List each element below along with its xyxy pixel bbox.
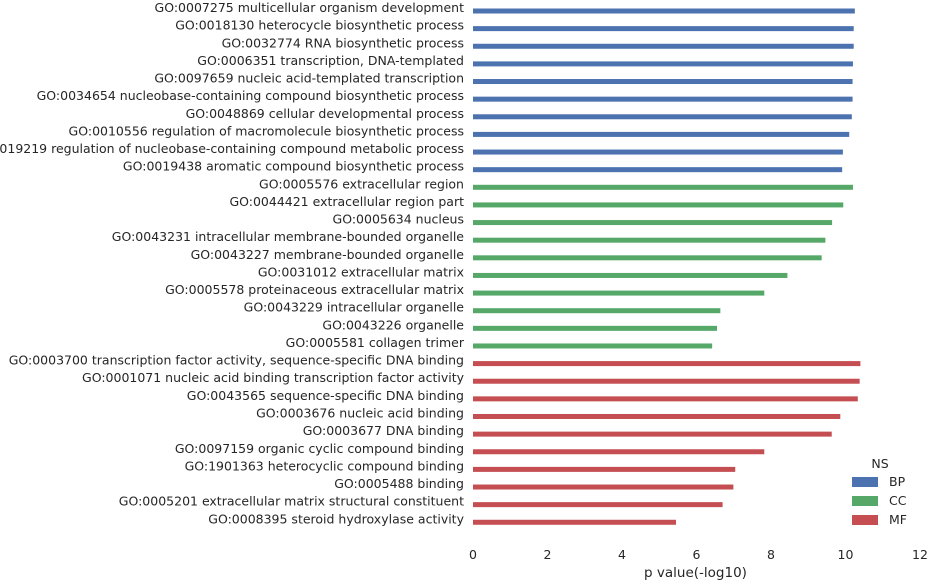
category-label: GO:0003677 DNA binding (303, 423, 464, 438)
x-tick-label: 8 (767, 547, 775, 562)
category-labels: GO:0007275 multicellular organism develo… (0, 0, 465, 526)
bar-cc-18 (473, 325, 717, 331)
legend-label-cc: CC (889, 493, 907, 508)
bar-bp-1 (473, 26, 854, 32)
bar-cc-19 (473, 343, 713, 349)
category-label: GO:0003700 transcription factor activity… (9, 353, 464, 368)
category-label: GO:0043229 intracellular organelle (244, 300, 465, 315)
bar-mf-22 (473, 396, 858, 402)
bar-bp-9 (473, 167, 843, 173)
category-label: GO:0001071 nucleic acid binding transcri… (82, 370, 465, 385)
x-tick-label: 4 (618, 547, 626, 562)
category-label: GO:0006351 transcription, DNA-templated (197, 53, 464, 68)
bar-mf-21 (473, 378, 860, 384)
bar-mf-25 (473, 449, 765, 455)
x-tick-label: 6 (693, 547, 701, 562)
category-label: GO:0003676 nucleic acid binding (256, 405, 464, 420)
category-label: GO:0010556 regulation of macromolecule b… (69, 123, 464, 138)
category-label: GO:0043227 membrane-bounded organelle (191, 247, 465, 262)
bar-mf-27 (473, 484, 734, 490)
bar-mf-28 (473, 502, 723, 508)
category-label: GO:0019438 aromatic compound biosyntheti… (123, 159, 464, 174)
x-tick-label: 10 (838, 547, 854, 562)
category-label: GO:0005634 nucleus (333, 212, 464, 227)
bar-cc-16 (473, 290, 765, 296)
category-label: GO:0048869 cellular developmental proces… (186, 106, 464, 121)
category-label: GO:0019219 regulation of nucleobase-cont… (0, 141, 464, 156)
legend-swatch-bp (852, 477, 878, 487)
category-label: GO:0005576 extracellular region (259, 176, 464, 191)
bar-bp-3 (473, 61, 853, 67)
x-tick-label: 0 (469, 547, 477, 562)
legend: NS BP CC MF (852, 456, 907, 527)
x-tick-label: 12 (912, 547, 928, 562)
category-label: GO:0043231 intracellular membrane-bounde… (112, 229, 465, 244)
bar-bp-6 (473, 114, 852, 120)
bar-bp-0 (473, 8, 855, 14)
bar-mf-26 (473, 466, 736, 472)
category-label: GO:0043565 sequence-specific DNA binding (187, 388, 464, 403)
legend-label-mf: MF (889, 512, 907, 527)
category-label: GO:0032774 RNA biosynthetic process (222, 35, 464, 50)
bar-cc-13 (473, 237, 826, 243)
bar-bp-2 (473, 43, 854, 49)
category-label: GO:0005578 proteinaceous extracellular m… (165, 282, 464, 297)
bar-mf-20 (473, 361, 861, 367)
category-label: GO:0097659 nucleic acid-templated transc… (154, 71, 464, 86)
legend-swatch-cc (852, 496, 878, 506)
bar-bp-4 (473, 79, 853, 85)
bar-mf-24 (473, 431, 832, 437)
bars-group (473, 8, 861, 525)
bar-mf-23 (473, 413, 841, 419)
category-label: GO:0044421 extracellular region part (229, 194, 464, 209)
bar-cc-12 (473, 220, 833, 226)
category-label: GO:0007275 multicellular organism develo… (155, 0, 465, 15)
category-label: GO:0005581 collagen trimer (286, 335, 465, 350)
bar-cc-11 (473, 202, 844, 208)
bar-cc-17 (473, 308, 721, 314)
category-label: GO:1901363 heterocyclic compound binding (185, 458, 464, 473)
bar-bp-7 (473, 131, 850, 137)
bar-bp-8 (473, 149, 843, 155)
legend-swatch-mf (852, 515, 878, 525)
bar-mf-29 (473, 519, 677, 525)
category-label: GO:0034654 nucleobase-containing compoun… (37, 88, 464, 103)
category-label: GO:0008395 steroid hydroxylase activity (208, 511, 464, 526)
category-label: GO:0018130 heterocycle biosynthetic proc… (175, 18, 464, 33)
category-label: GO:0005488 binding (334, 476, 464, 491)
legend-label-bp: BP (889, 474, 906, 489)
x-axis-ticks: 0 2 4 6 8 10 12 (469, 547, 928, 562)
bar-cc-10 (473, 184, 853, 190)
x-axis-title: p value(-log10) (644, 565, 747, 581)
category-label: GO:0031012 extracellular matrix (258, 264, 464, 279)
bar-cc-15 (473, 272, 788, 278)
category-label: GO:0097159 organic cyclic compound bindi… (175, 441, 464, 456)
category-label: GO:0005201 extracellular matrix structur… (119, 494, 464, 509)
bar-bp-5 (473, 96, 853, 102)
x-tick-label: 2 (544, 547, 552, 562)
bar-cc-14 (473, 255, 822, 261)
category-label: GO:0043226 organelle (322, 317, 464, 332)
legend-title: NS (871, 456, 888, 471)
